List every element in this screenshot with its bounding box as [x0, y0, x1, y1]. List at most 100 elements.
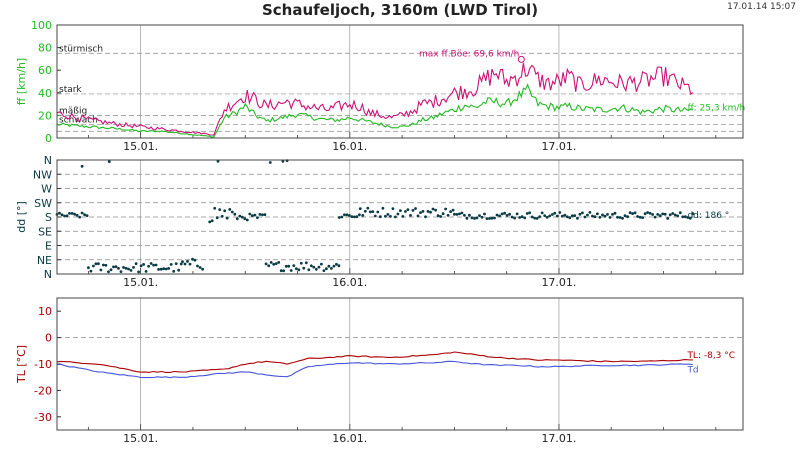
- dd-point: [434, 208, 437, 212]
- dd-point: [631, 212, 634, 216]
- dd-point: [282, 269, 286, 273]
- dd-point: [606, 213, 609, 216]
- dd-point: [240, 215, 244, 219]
- dd-point: [294, 267, 298, 270]
- dd-point: [643, 212, 647, 216]
- dd-point: [523, 216, 527, 220]
- dd-point: [530, 215, 534, 219]
- dd-point: [475, 216, 479, 220]
- dd-point: [671, 212, 675, 215]
- dd-point: [70, 212, 74, 215]
- dd-point: [274, 262, 278, 265]
- dd-point: [309, 264, 313, 268]
- dd-point: [495, 213, 499, 217]
- dd-point: [678, 211, 682, 215]
- x-tick-label: 16.01.: [332, 276, 367, 289]
- dd-point: [233, 212, 237, 216]
- dd-point: [287, 264, 291, 268]
- dd-point: [167, 267, 171, 270]
- dd-point: [663, 212, 667, 216]
- y-tick-label: -20: [34, 384, 52, 397]
- series-end-label: Td: [686, 365, 698, 375]
- dd-point: [505, 214, 509, 217]
- dd-point: [389, 215, 392, 218]
- y-tick-label: 40: [38, 87, 52, 100]
- dd-point: [223, 209, 227, 213]
- dd-point: [348, 214, 351, 217]
- y-tick-label: -30: [34, 411, 52, 424]
- reference-label: mäßig: [59, 106, 87, 116]
- dd-point: [593, 215, 597, 219]
- y-tick-label: E: [45, 240, 52, 253]
- ff-series-line: [56, 83, 694, 138]
- dd-point: [317, 265, 321, 269]
- dd-point: [284, 264, 288, 268]
- y-tick-label: S: [45, 211, 52, 224]
- dd-point: [250, 214, 254, 218]
- dd-point: [268, 161, 272, 164]
- dd-point: [245, 218, 249, 222]
- dd-point: [473, 217, 476, 220]
- dd-point: [279, 269, 283, 273]
- dd-point: [261, 213, 264, 217]
- dd-point: [327, 264, 331, 268]
- dd-point: [107, 270, 110, 274]
- dd-point: [198, 266, 202, 269]
- dd-point: [394, 215, 397, 219]
- dd-point: [601, 213, 604, 217]
- y-tick-label: N: [44, 154, 52, 167]
- dd-point: [112, 265, 115, 269]
- dd-point: [210, 219, 214, 223]
- dd-point: [636, 215, 639, 218]
- dd-point: [555, 214, 559, 218]
- dd-point: [154, 263, 158, 267]
- dd-point: [528, 211, 532, 215]
- dd-point: [419, 211, 422, 215]
- dd-point: [399, 209, 402, 213]
- x-tick-label: 16.01.: [332, 432, 367, 445]
- dd-point: [396, 212, 400, 216]
- dd-point: [361, 214, 365, 217]
- dd-point: [591, 214, 594, 218]
- dd-point: [157, 268, 161, 271]
- series-end-label: TL: -8,3 °C: [686, 351, 735, 361]
- y-axis-title: dd [°]: [15, 201, 28, 233]
- panel-frame: [56, 24, 744, 139]
- dd-point: [633, 211, 637, 215]
- dd-point: [628, 211, 632, 215]
- dd-point: [553, 211, 557, 215]
- y-axis-title: TL [°C]: [15, 345, 28, 384]
- dd-point: [299, 261, 303, 265]
- dd-point: [378, 215, 382, 219]
- dd-point: [401, 215, 405, 218]
- dd-point: [152, 263, 156, 267]
- reference-label: schwach: [59, 115, 98, 125]
- dd-point: [653, 215, 657, 219]
- dd-point: [550, 213, 554, 216]
- dd-point: [441, 212, 445, 216]
- dd-point: [493, 216, 496, 220]
- dd-point: [80, 164, 84, 168]
- dd-point: [608, 216, 612, 219]
- dd-point: [218, 208, 222, 212]
- dd-point: [179, 262, 183, 266]
- dd-point: [439, 215, 442, 218]
- dd-point: [518, 216, 521, 219]
- dd-point: [320, 262, 323, 266]
- dd-point: [460, 211, 464, 215]
- dd-point: [576, 216, 579, 220]
- dd-point: [238, 214, 242, 218]
- dd-point: [533, 216, 537, 220]
- x-tick-label: 17.01.: [541, 276, 576, 289]
- dd-point: [92, 264, 95, 268]
- dd-point: [263, 213, 267, 217]
- dd-point: [253, 213, 257, 217]
- dd-point: [363, 209, 367, 213]
- dd-point: [114, 265, 118, 269]
- dd-point: [302, 266, 306, 270]
- dd-point: [431, 207, 435, 211]
- dd-point: [248, 212, 252, 216]
- dd-point: [676, 214, 680, 218]
- x-tick-label: 15.01.: [123, 432, 158, 445]
